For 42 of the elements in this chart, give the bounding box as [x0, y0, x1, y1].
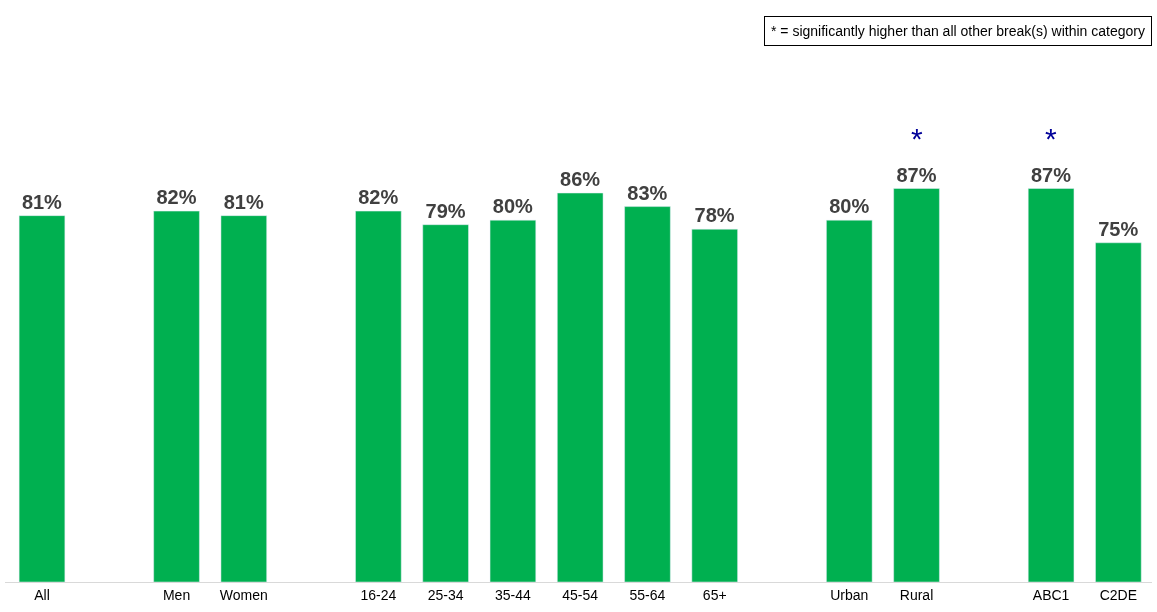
x-tick-label: Rural [899, 586, 934, 603]
x-tick-label: 35-44 [495, 586, 532, 603]
x-tick-label: 16-24 [360, 586, 397, 603]
x-tick-label: C2DE [1099, 586, 1138, 603]
bar [18, 215, 66, 582]
bar [691, 228, 738, 582]
bar [1027, 188, 1075, 582]
bar [355, 210, 402, 582]
data-label: 87% [896, 163, 937, 186]
data-label: 75% [1098, 217, 1139, 240]
data-label: 80% [829, 195, 870, 218]
data-label: 80% [492, 195, 534, 218]
data-label: 79% [425, 199, 466, 222]
x-tick-label: Urban [830, 586, 869, 603]
bar [624, 206, 671, 582]
x-tick-label: Women [219, 586, 268, 603]
text: * = significantly higher than all other break(s) within category [771, 23, 1145, 39]
data-label: 86% [560, 168, 601, 191]
data-label: 87% [1030, 163, 1072, 186]
bar [489, 219, 537, 582]
bar [220, 215, 267, 582]
bar [422, 224, 469, 582]
x-tick-label: 25-34 [427, 586, 464, 603]
bar [1095, 242, 1142, 582]
x-tick-label: 65+ [702, 586, 727, 603]
data-label: 83% [627, 181, 668, 204]
data-label: 82% [156, 186, 197, 209]
annotation: * [1045, 122, 1057, 155]
data-label: 78% [694, 204, 735, 227]
bar [893, 188, 940, 582]
bar [557, 192, 604, 582]
data-label: 82% [358, 186, 399, 209]
data-label: 81% [21, 190, 63, 213]
data-label: 81% [223, 190, 264, 213]
x-tick-label: 55-64 [629, 586, 666, 603]
x-tick-label: ABC1 [1032, 586, 1070, 603]
x-tick-label: All [34, 586, 50, 603]
bar [153, 210, 200, 582]
x-tick-label: 45-54 [562, 586, 599, 603]
annotation: * [911, 122, 923, 155]
bar [826, 219, 873, 582]
x-tick-label: Men [162, 586, 191, 603]
